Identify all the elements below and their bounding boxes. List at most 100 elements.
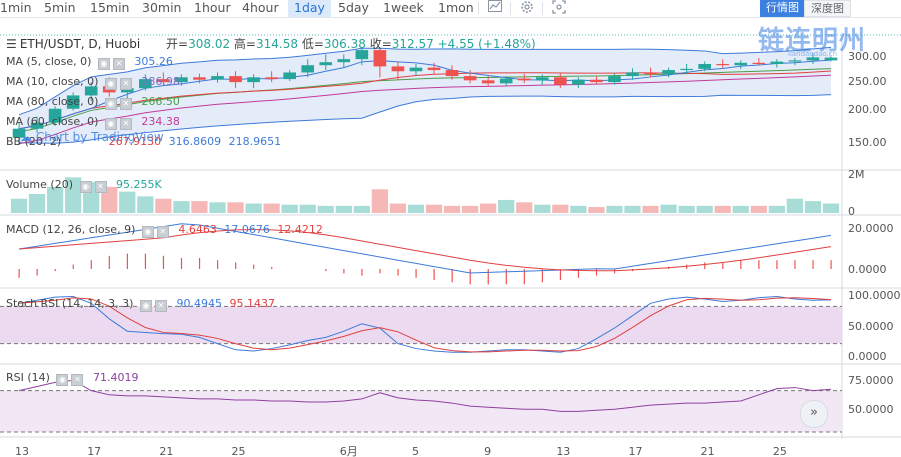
timeframe-15min[interactable]: 15min [90,0,130,15]
ma80-label: MA (80, close, 0) [6,95,99,108]
stoch-d-line [18,297,832,353]
macd-histogram-bar [379,269,381,274]
line-chart-icon[interactable] [486,0,504,17]
volume-bar [678,205,695,213]
macd-label: MACD (12, 26, close, 9) [6,223,136,236]
macd-histogram-bar [830,260,832,269]
high-value: 314.58 [255,37,298,51]
candle-body [247,77,260,83]
volume-bar [10,198,28,213]
candle-body [337,59,351,63]
tradingview-badge-text: Chart by TradingView [35,130,164,144]
macd-histogram-bar [198,258,201,269]
low-value: 306.38 [323,37,366,51]
volume-bar [335,205,352,213]
stoch-k-value: 90.4945 [176,297,222,310]
close-icon[interactable]: ✕ [112,58,125,70]
ma5-label: MA (5, close, 0) [6,55,92,68]
volume-bar [28,194,46,213]
macd-histogram-bar [722,262,724,269]
candle-body [626,72,639,77]
macd-histogram-bar [559,269,562,280]
candle-body [445,70,459,77]
candle-body [554,77,567,85]
close-label: 收= [369,37,392,51]
close-icon[interactable]: ✕ [119,118,132,130]
timeframe-1day[interactable]: 1day [288,0,331,17]
macd-histogram-bar [271,266,273,269]
eye-icon[interactable]: ◉ [56,374,69,386]
volume-bar [227,202,244,213]
candle-body [283,72,296,80]
scroll-to-latest-button[interactable]: » [800,400,828,428]
rsi-value: 71.4019 [92,371,139,384]
timeframe-4hour[interactable]: 4hour [242,0,279,15]
close-icon[interactable]: ✕ [154,300,167,312]
price-chart[interactable]: 13 17 21 25 6月 5 9 13 17 21 25 [0,18,901,457]
volume-bar [714,205,731,213]
volume-bar [46,186,64,213]
volume-label: Volume (20) [6,178,73,191]
close-icon[interactable]: ✕ [119,78,132,90]
date-axis-label: 5 [412,445,419,457]
timeframe-5day[interactable]: 5day [338,0,369,15]
open-value: 308.02 [188,37,231,51]
eye-icon[interactable]: ◉ [104,118,117,130]
eye-icon[interactable]: ◉ [79,181,92,193]
close-icon[interactable]: ✕ [94,181,107,193]
candle-body [211,76,224,80]
timeframe-1week[interactable]: 1week [383,0,424,15]
collapse-icon[interactable]: ☰ [6,37,17,51]
eye-icon[interactable]: ◉ [141,226,154,238]
volume-bar [173,201,190,213]
toolbar-divider [542,2,543,15]
timeframe-5min[interactable]: 5min [44,0,76,15]
date-axis-label: 13 [556,445,570,457]
volume-bar [660,204,677,213]
candle-body [265,77,278,80]
ma5-line [18,59,832,130]
ma60-legend: MA (60, close, 0) ◉ ✕ 234.38 [6,115,180,130]
macd-histogram-bar [18,269,20,278]
cloud-icon: ☁ [20,130,32,144]
depth-view-button[interactable]: 深度图 [804,0,851,17]
ma60-label: MA (60, close, 0) [6,115,99,128]
eye-icon[interactable]: ◉ [104,98,117,110]
timeframe-30min[interactable]: 30min [142,0,182,15]
screenshot-icon[interactable] [550,0,568,17]
candle-body [788,60,802,62]
candle-body [535,77,549,81]
ma10-legend: MA (10, close, 0) ◉ ✕ 286.98 [6,75,180,90]
volume-bar [804,201,822,213]
price-axis-label: 150.00 [848,136,887,149]
eye-icon[interactable]: ◉ [104,78,117,90]
candle-body [662,70,675,75]
candle-body [734,62,748,66]
volume-bar [696,205,713,213]
date-axis-label: 13 [15,445,29,457]
volume-bar [263,203,280,213]
macd-signal-line [18,229,832,272]
close-icon[interactable]: ✕ [119,98,132,110]
close-icon[interactable]: ✕ [71,374,84,386]
macd-histogram-bar [162,255,165,269]
tradingview-badge[interactable]: ☁ Chart by TradingView [20,130,164,144]
date-axis-label: 9 [484,445,491,457]
macd-histogram-bar [361,269,363,276]
candle-body [355,50,369,60]
candle-body [427,67,441,71]
macd-histogram-bar [613,269,616,274]
timeframe-1mon[interactable]: 1mon [438,0,474,15]
volume-bar [65,177,82,213]
eye-icon[interactable]: ◉ [139,300,152,312]
candle-view-button[interactable]: 行情图 [760,0,805,17]
eye-icon[interactable]: ◉ [97,58,110,70]
macd-legend: MACD (12, 26, close, 9) ◉ ✕ 4.6463 17.067… [6,223,323,238]
stoch-axis-label: 50.0000 [848,320,894,333]
candle-body [66,95,80,109]
macd-histogram-bar [54,269,56,272]
timeframe-1hour[interactable]: 1hour [194,0,231,15]
settings-icon[interactable] [518,0,536,17]
close-icon[interactable]: ✕ [156,226,169,238]
timeframe-1min[interactable]: 1min [0,0,32,15]
